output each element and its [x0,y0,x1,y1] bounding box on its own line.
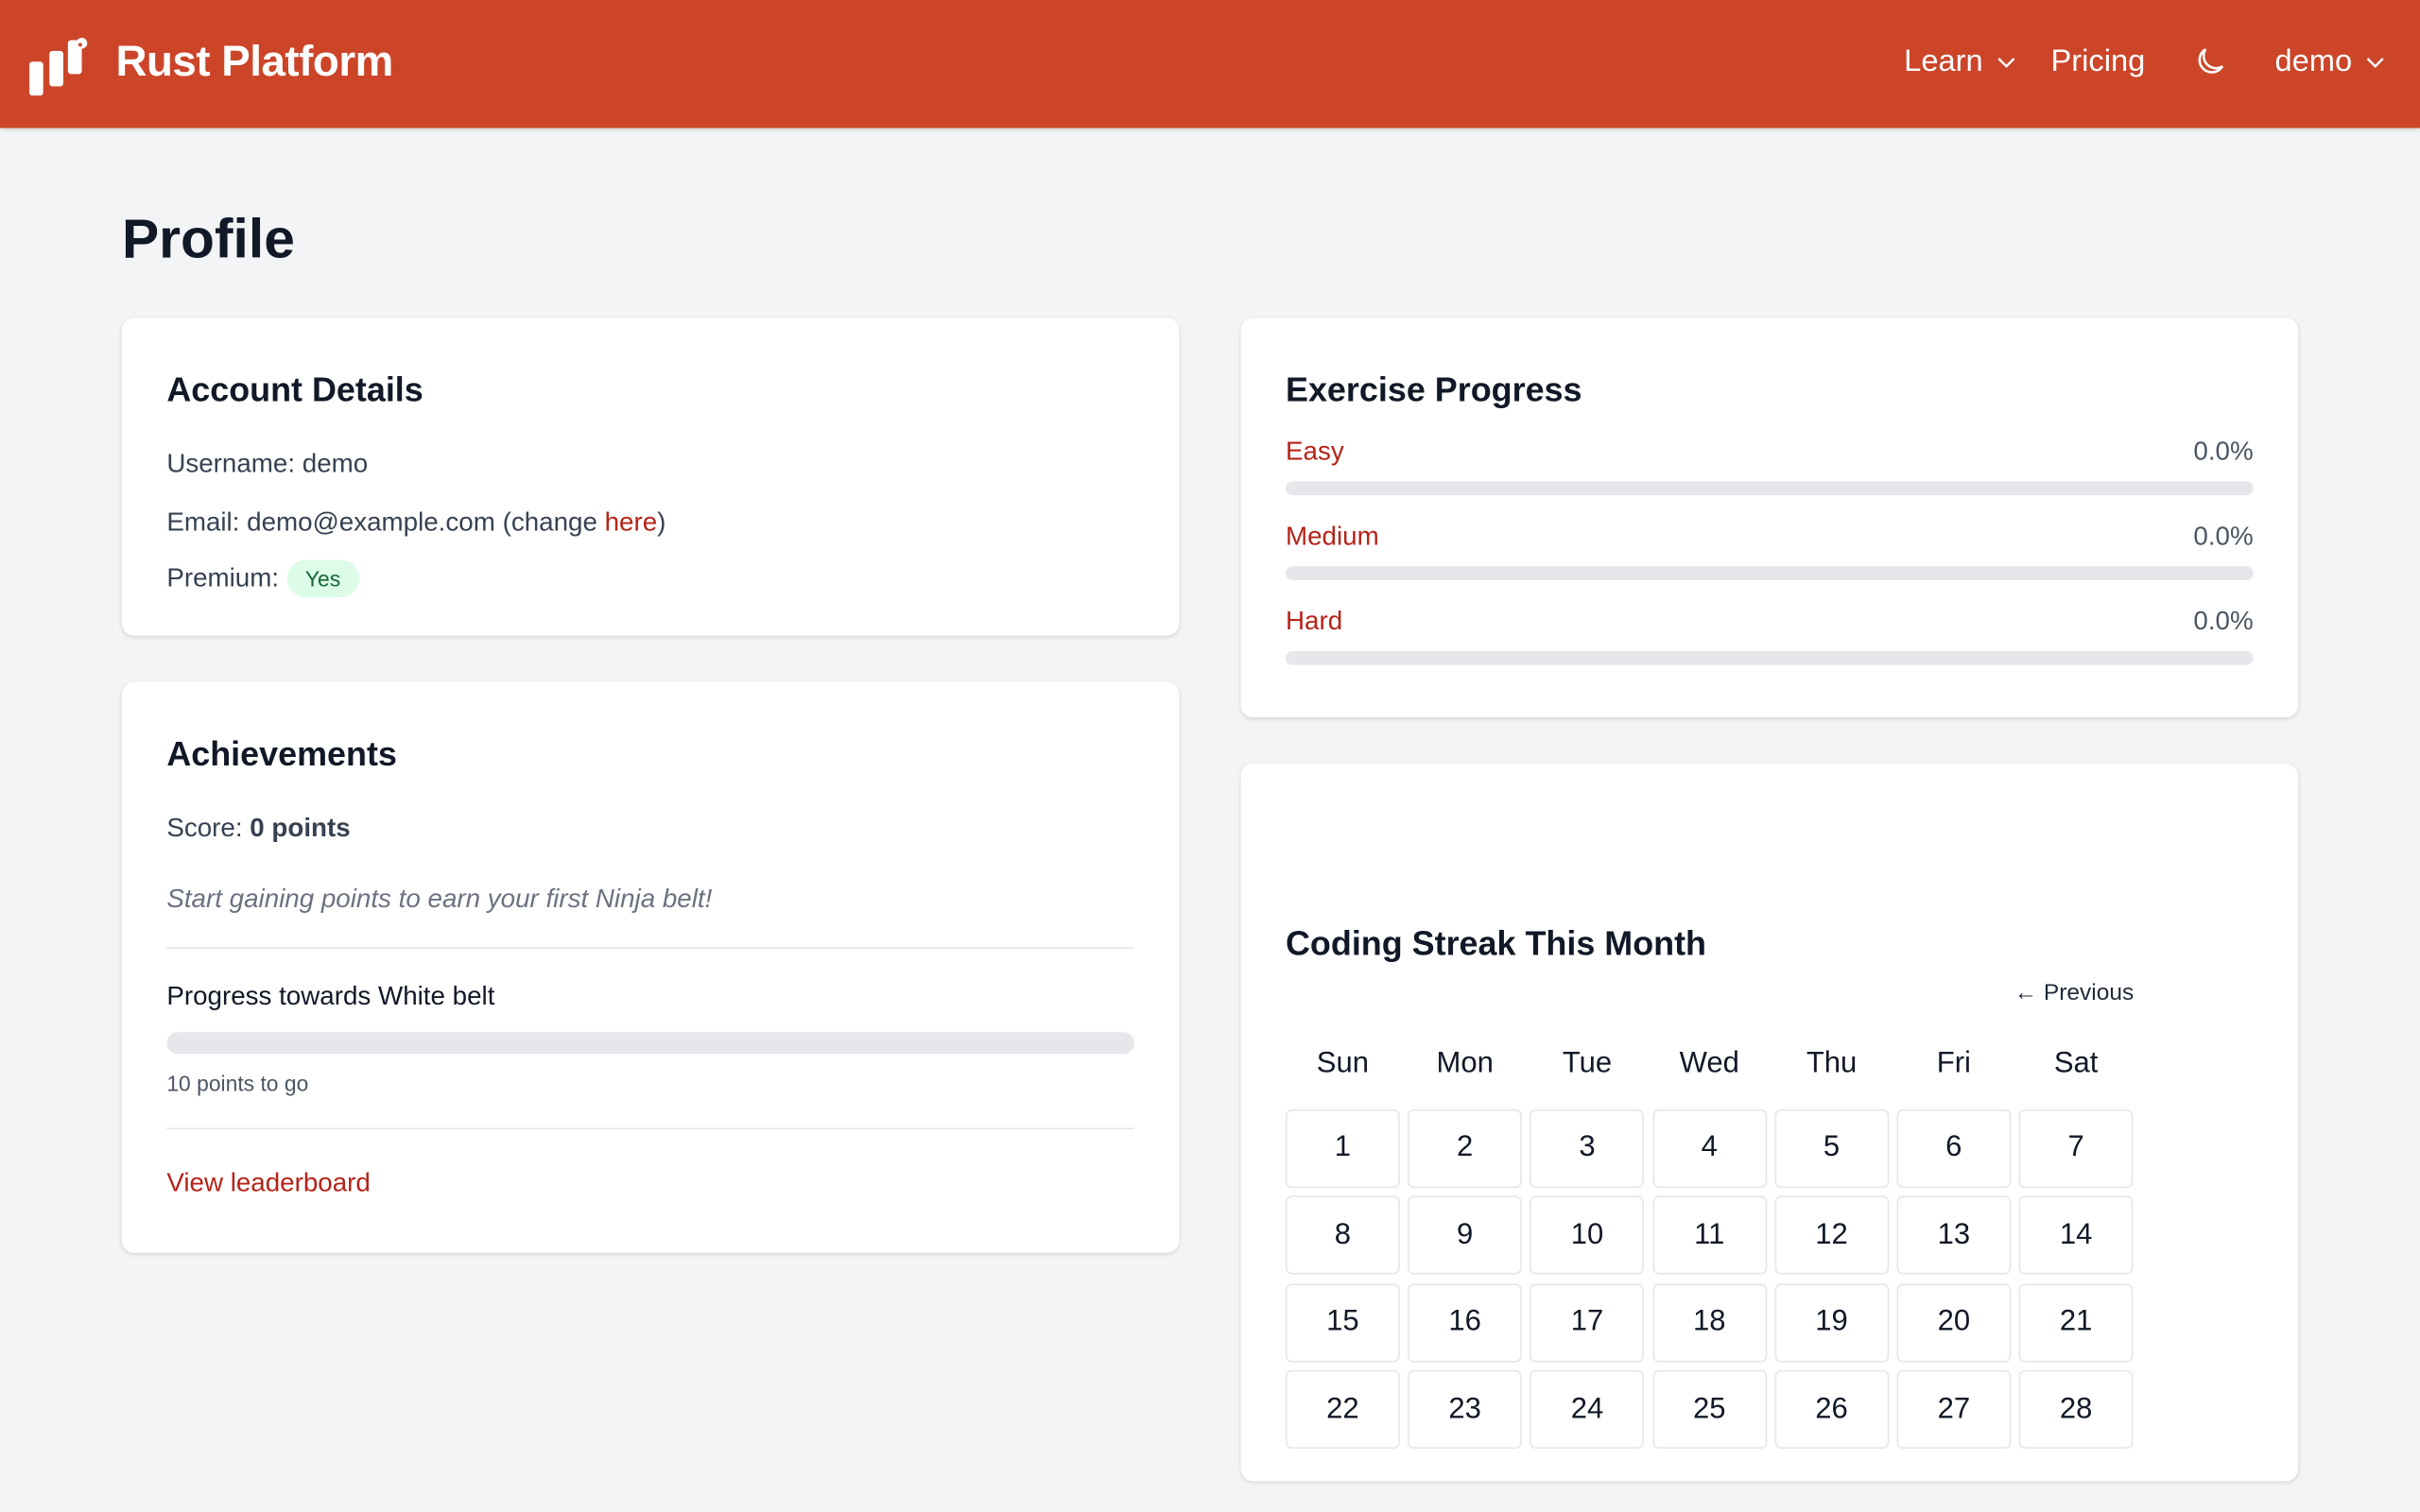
coding-streak-card: Coding Streak This Month ← Previous Sun M… [1240,764,2299,1482]
belt-progress-bar [166,1032,1134,1055]
moon-icon[interactable] [2191,43,2228,80]
score: 0 points [250,813,351,843]
percent-value: 0.0% [2193,606,2254,636]
page-title: Profile [121,206,295,270]
card-title: Achievements [166,734,397,773]
calendar-day: 27 [1896,1369,2012,1450]
weekday-header: Mon [1436,1047,1494,1080]
email-row: Email: demo@example.com (change here) [166,507,1134,539]
email: demo@example.com [247,507,495,538]
score-row: Score: 0 points [166,813,1134,844]
weekday-header: Sat [2053,1047,2099,1080]
calendar-day: 24 [1530,1369,1645,1450]
exercise-row-hard: Hard 0.0% [1285,606,2254,665]
calendar-day: 28 [2018,1369,2134,1450]
calendar-grid: Sun Mon Tue Wed Thu Fri Sat 1 2 3 4 5 6 7 8 9 10 11 12 13 14… [1285,1047,2134,1450]
calendar-day: 8 [1285,1195,1400,1275]
top-nav: Rust Platform Learn Pricing demo [0,0,2420,129]
premium-badge: Yes [286,559,359,597]
divider [166,1127,1134,1130]
weekday-header: Wed [1679,1047,1739,1080]
paren: ) [657,507,666,538]
label: Score: [166,813,243,843]
calendar-day: 23 [1408,1369,1523,1450]
previous-month-button[interactable]: ← Previous [2014,979,2135,1006]
progress-bar [1285,650,2254,665]
username: demo [302,449,369,479]
calendar-day: 17 [1530,1282,1645,1362]
card-title: Exercise Progress [1285,369,1582,409]
percent-value: 0.0% [2193,521,2254,551]
calendar-day: 3 [1530,1108,1645,1188]
achievements-card: Achievements Score: 0 points Start gaini… [121,681,1180,1253]
calendar-day: 20 [1896,1282,2012,1362]
calendar-day: 19 [1774,1282,1889,1362]
exercise-row-easy: Easy 0.0% [1285,437,2254,496]
calendar-day: 15 [1285,1282,1400,1362]
chevron-down-icon [1997,58,2015,68]
username-row: Username: demo [166,449,1134,480]
brand-name[interactable]: Rust Platform [115,37,393,85]
percent-value: 0.0% [2193,437,2254,467]
weekday-header: Fri [1936,1047,1971,1080]
premium-row: Premium: Yes [166,559,1134,597]
user-menu[interactable]: demo [2274,44,2386,80]
calendar-day: 18 [1651,1282,1767,1362]
hint-text: Start gaining points to earn your first … [166,884,713,914]
calendar-day: 13 [1896,1195,2012,1275]
card-title: Account Details [166,369,424,409]
calendar-day: 22 [1285,1369,1400,1450]
divider [166,947,1134,950]
calendar-day: 25 [1651,1369,1767,1450]
view-leaderboard-link[interactable]: View leaderboard [166,1167,371,1197]
user-label: demo [2274,43,2353,78]
calendar-day: 4 [1651,1108,1767,1188]
learn-label: Learn [1904,43,1983,78]
progress-bar [1285,566,2254,580]
pricing-link[interactable]: Pricing [2050,43,2146,78]
points-to-go: 10 points to go [166,1071,309,1096]
calendar-day: 9 [1408,1195,1523,1275]
calendar-day: 7 [2018,1108,2134,1188]
calendar-day: 12 [1774,1195,1889,1275]
calendar-day: 5 [1774,1108,1889,1188]
logo-icon[interactable] [29,34,91,96]
difficulty-label: Hard [1285,606,1343,636]
progress-title: Progress towards White belt [166,981,495,1011]
label: Email: [166,507,240,538]
calendar-day: 1 [1285,1108,1400,1188]
calendar-day: 11 [1651,1195,1767,1275]
card-title: Coding Streak This Month [1285,923,1706,963]
weekday-header: Sun [1316,1047,1370,1080]
difficulty-label: Easy [1285,437,1344,467]
label: Premium: [166,562,280,593]
chevron-down-icon [2366,58,2384,68]
calendar-day: 14 [2018,1195,2134,1275]
change-text: (change [502,507,597,538]
calendar-day: 21 [2018,1282,2134,1362]
calendar-day: 10 [1530,1195,1645,1275]
learn-menu[interactable]: Learn [1904,44,2016,80]
calendar-day: 2 [1408,1108,1523,1188]
progress-bar [1285,481,2254,496]
weekday-header: Tue [1562,1047,1613,1080]
exercise-row-medium: Medium 0.0% [1285,521,2254,580]
label: Username: [166,449,296,479]
calendar-day: 16 [1408,1282,1523,1362]
account-details-card: Account Details Username: demo Email: de… [121,318,1180,636]
change-email-link[interactable]: here [604,507,658,538]
difficulty-label: Medium [1285,521,1379,551]
exercise-progress-card: Exercise Progress Easy 0.0% Medium 0.0% Hard… [1240,318,2299,718]
calendar-day: 26 [1774,1369,1889,1450]
calendar-day: 6 [1896,1108,2012,1188]
weekday-header: Thu [1806,1047,1858,1080]
